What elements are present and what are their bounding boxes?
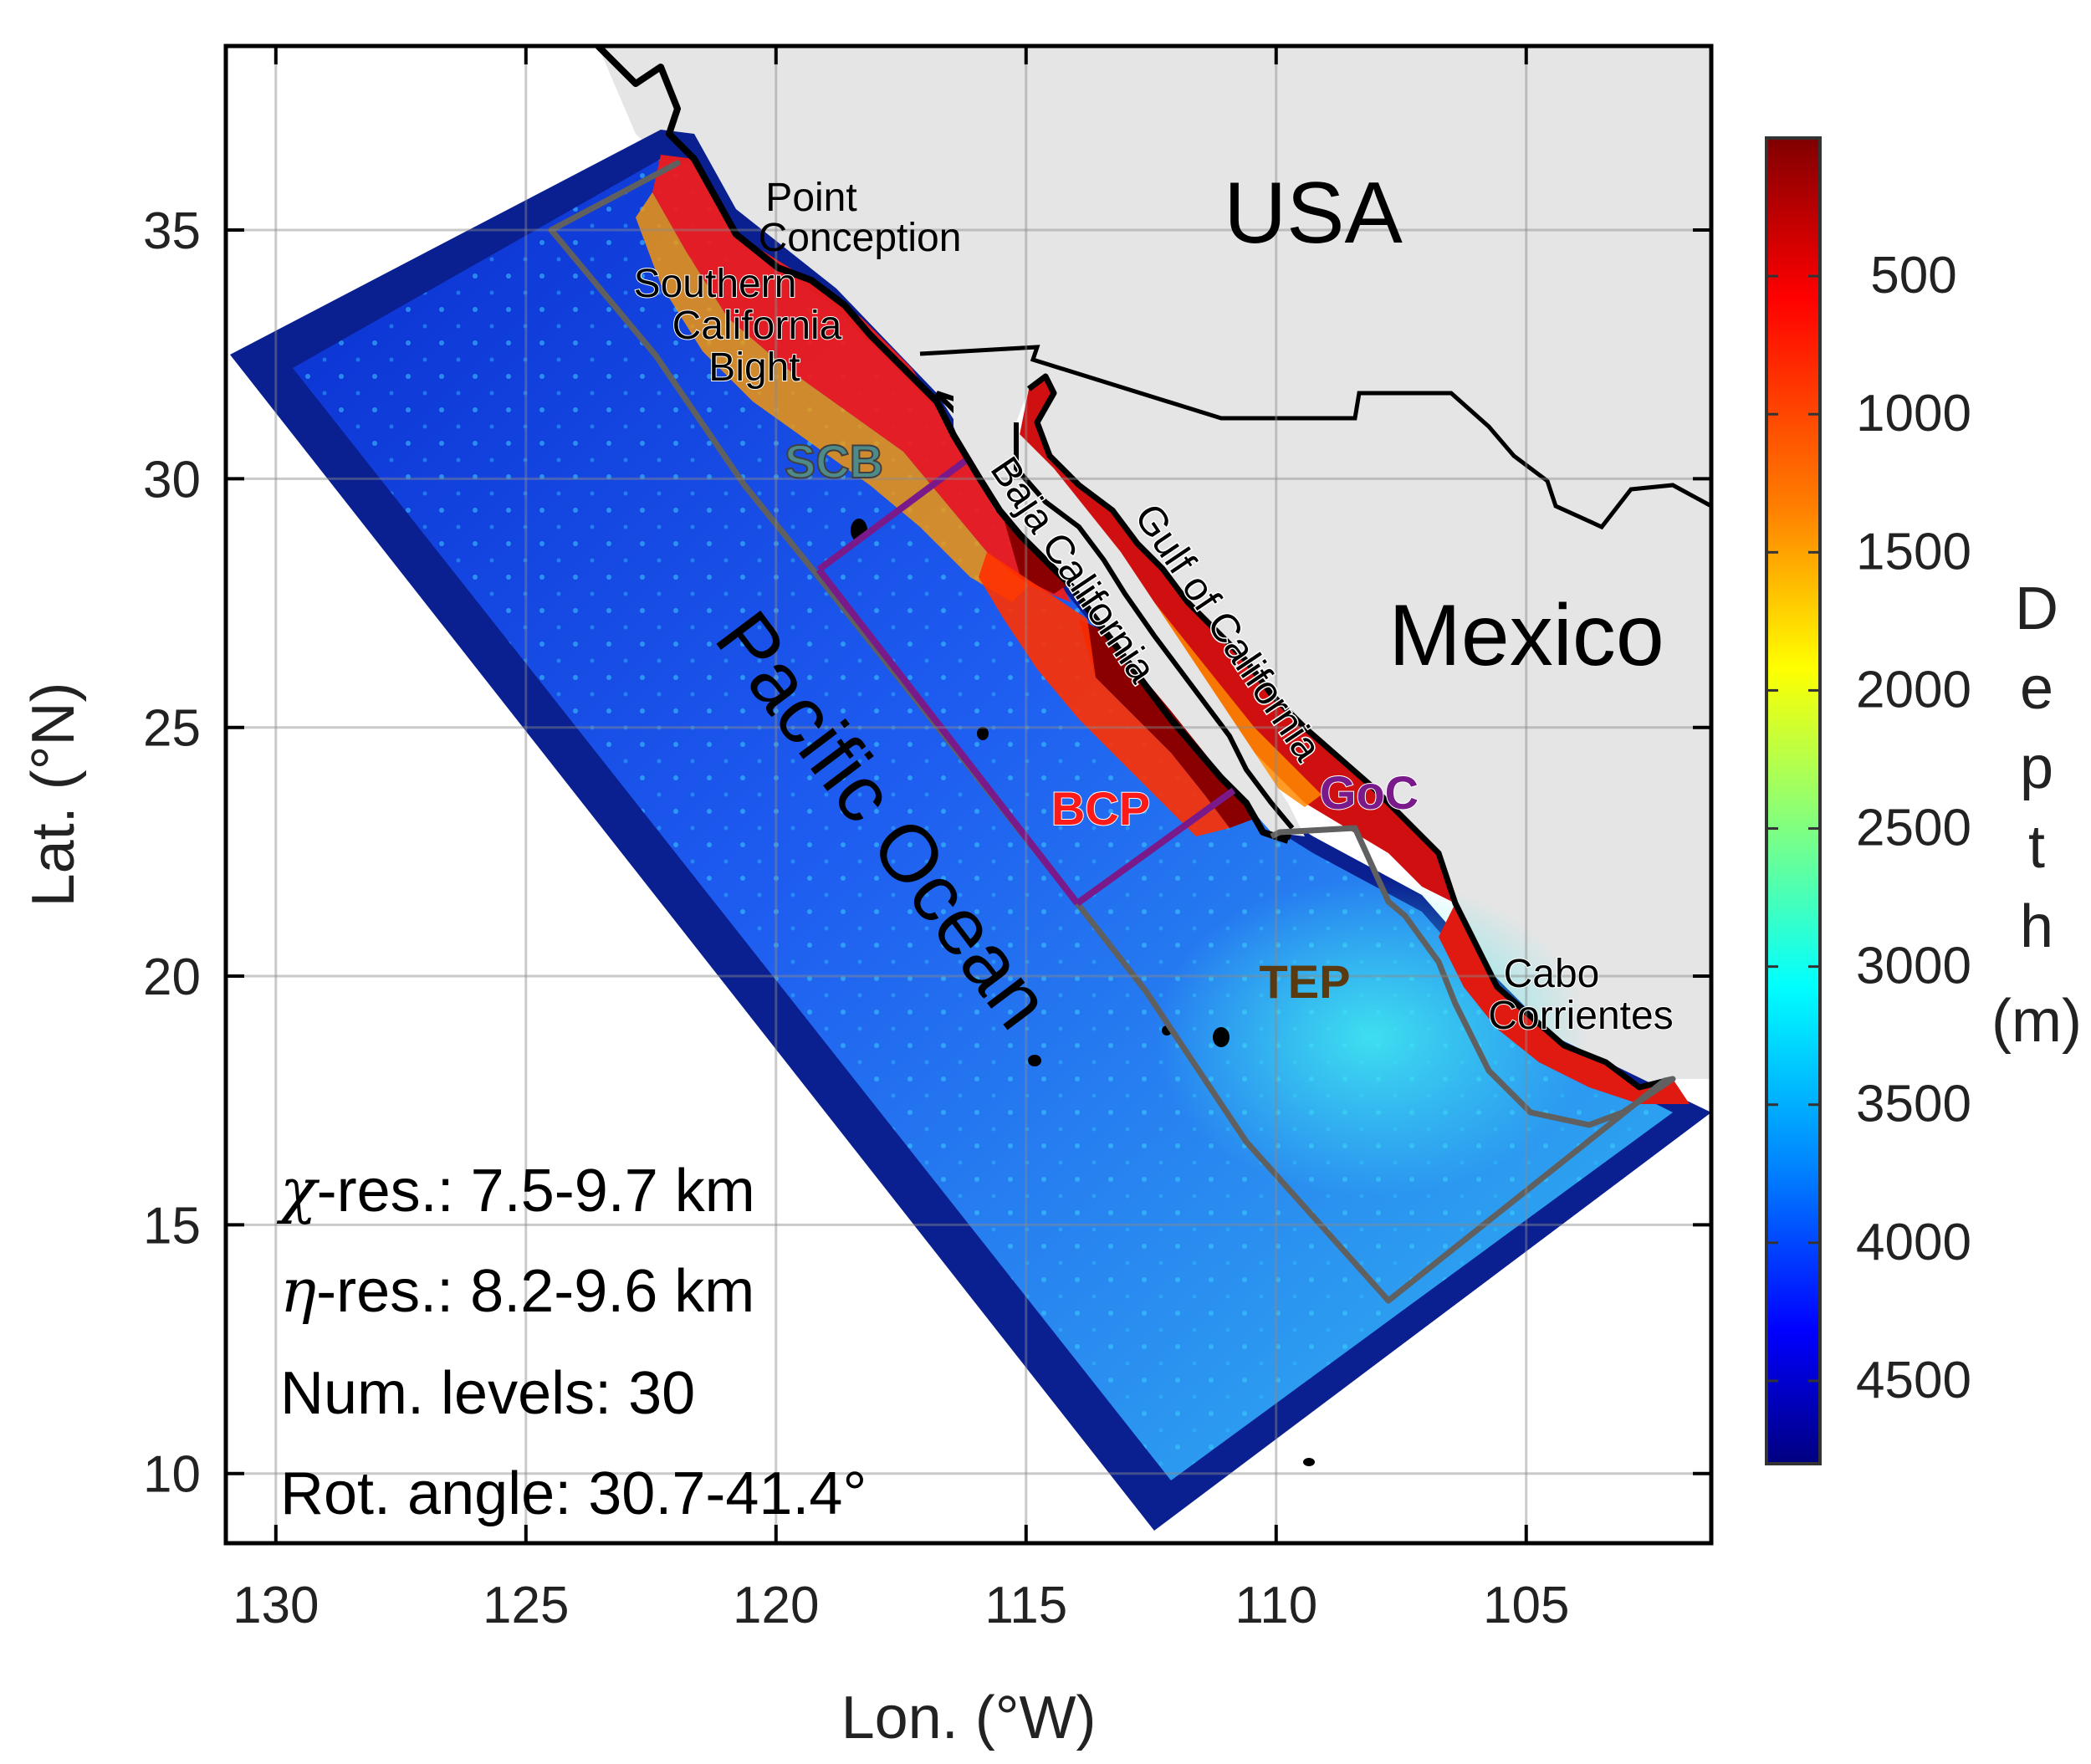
bcp-tep-separator xyxy=(1075,787,1236,907)
colorbar-title-letter: D xyxy=(2015,575,2058,642)
lon-tick-label-120: 120 xyxy=(733,1577,819,1634)
lon-tick-label-110: 110 xyxy=(1235,1577,1317,1634)
colorbar-title-letter: h xyxy=(2020,893,2053,960)
lon-tick-label-125: 125 xyxy=(483,1577,569,1634)
lon-tick-label-130: 130 xyxy=(233,1577,319,1634)
gulf-west-coast xyxy=(1014,422,1295,830)
lat-tick-label-15: 15 xyxy=(143,1197,201,1255)
region-label-tep: TEP xyxy=(1260,955,1351,1008)
scb-bcp-separator xyxy=(816,458,968,573)
colorbar-ticks: 500 1000 1500 2000 2500 3000 3500 4000 4500 xyxy=(1766,247,1971,1409)
depth-colorbar: 500 1000 1500 2000 2500 3000 3500 4000 4500 Dept… xyxy=(1765,136,2082,1465)
lon-tick-label-115: 115 xyxy=(984,1577,1067,1634)
colorbar-tick-label-4000: 4000 xyxy=(1856,1214,1971,1271)
california-shelf xyxy=(652,155,1071,602)
info-eta-res: η-res.: 8.2-9.6 km xyxy=(280,1255,754,1326)
colorbar-tick-label-3500: 3500 xyxy=(1856,1076,1971,1133)
colorbar-title-letter: t xyxy=(2028,814,2045,881)
label-conception: Conception xyxy=(759,216,962,260)
info-levels: Num. levels: 30 xyxy=(280,1360,695,1427)
lat-tick-label-25: 25 xyxy=(143,700,201,758)
label-bight: Bight xyxy=(708,345,800,390)
colorbar-tick-label-2000: 2000 xyxy=(1856,661,1971,718)
lat-tick-label-20: 20 xyxy=(143,948,201,1006)
lat-tick-label-10: 10 xyxy=(143,1446,201,1504)
domain-boundary xyxy=(548,160,1676,1304)
lat-tick-label-35: 35 xyxy=(143,202,201,260)
info-chi-res: χ-res.: 7.5-9.7 km xyxy=(276,1155,755,1225)
lat-tick-label-30: 30 xyxy=(143,451,201,509)
islands xyxy=(851,519,1315,1466)
colorbar-tick-label-3000: 3000 xyxy=(1856,938,1971,995)
baja-peninsula-body xyxy=(953,393,1305,836)
colorbar-tick-label-4500: 4500 xyxy=(1856,1352,1971,1409)
lon-tick-label-105: 105 xyxy=(1483,1577,1569,1634)
country-label-mexico: Mexico xyxy=(1388,587,1664,684)
grid-info: χ-res.: 7.5-9.7 km η-res.: 8.2-9.6 km Nu… xyxy=(276,1155,867,1527)
colorbar-tick-label-500: 500 xyxy=(1870,247,1956,304)
gulf-of-california-water xyxy=(1016,376,1455,903)
info-rotation: Rot. angle: 30.7-41.4° xyxy=(280,1460,867,1527)
land-mass xyxy=(598,46,1711,1087)
x-axis-title: Lon. (°W) xyxy=(841,1685,1097,1751)
label-point: Point xyxy=(765,176,856,220)
grid-lines xyxy=(226,46,1711,1543)
bcp-offshore-boundary xyxy=(815,567,1081,906)
us-mexico-border xyxy=(919,345,1711,530)
region-label-bcp: BCP xyxy=(1051,782,1150,835)
label-corrientes: Corrientes xyxy=(1488,994,1673,1038)
california-shelf-edge xyxy=(636,192,1029,602)
colorbar-tick-label-1000: 1000 xyxy=(1856,385,1971,442)
region-labels: SCB BCP GoC TEP xyxy=(784,434,1419,1008)
lon-ticks: 130 125 120 115 110 105 xyxy=(233,46,1569,1634)
coastline xyxy=(596,46,1290,844)
colorbar-title-letter: e xyxy=(2020,655,2053,722)
region-label-scb: SCB xyxy=(785,435,883,488)
region-label-goc: GoC xyxy=(1320,766,1419,819)
map-panel xyxy=(226,46,1711,1543)
gulf-coastline xyxy=(1026,373,1674,1091)
country-label-usa: USA xyxy=(1224,165,1403,262)
colorbar-unit: (m) xyxy=(1991,988,2082,1055)
colorbar-tick-label-1500: 1500 xyxy=(1856,523,1971,580)
colorbar-tick-label-2500: 2500 xyxy=(1856,800,1971,857)
map-frame xyxy=(223,43,1714,1546)
colorbar-ramp xyxy=(1765,136,1822,1465)
lat-ticks: 35 30 25 20 15 10 xyxy=(143,202,1711,1504)
label-southern: Southern xyxy=(634,262,797,306)
baja-shelf-edge xyxy=(979,552,1230,836)
label-cabo: Cabo xyxy=(1504,952,1600,996)
y-axis-title: Lat. (°N) xyxy=(20,683,87,908)
label-california: California xyxy=(672,304,842,348)
colorbar-title-letter: p xyxy=(2020,734,2053,801)
